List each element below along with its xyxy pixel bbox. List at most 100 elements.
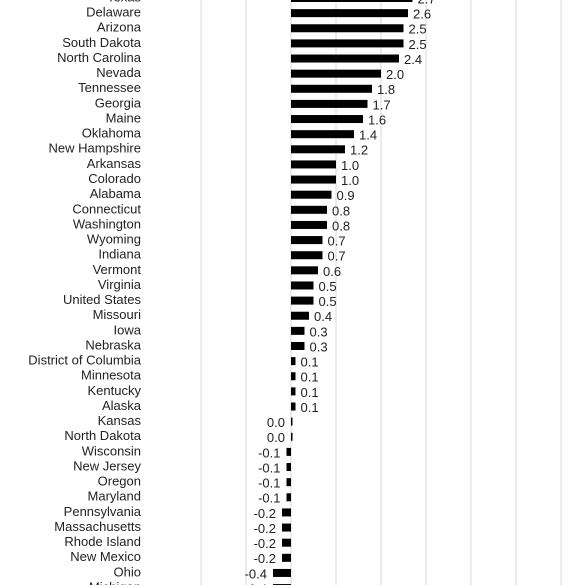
category-label: Washington xyxy=(73,216,141,231)
value-label: -0.4 xyxy=(245,566,267,581)
value-label: 0.3 xyxy=(310,324,328,339)
bar xyxy=(291,236,323,245)
bar xyxy=(291,251,323,260)
value-label: 2.5 xyxy=(409,37,427,52)
category-label: Oklahoma xyxy=(82,126,142,141)
category-label: Iowa xyxy=(114,322,142,337)
bar xyxy=(291,24,404,33)
category-label: South Dakota xyxy=(62,35,142,50)
bar xyxy=(291,341,305,350)
bar xyxy=(291,220,327,229)
value-label: -0.1 xyxy=(258,445,280,460)
category-label: Connecticut xyxy=(72,201,141,216)
bar xyxy=(282,508,291,517)
value-label: 0.7 xyxy=(328,249,346,264)
value-label: 1.8 xyxy=(377,82,395,97)
value-label: -0.1 xyxy=(258,491,280,506)
bar xyxy=(286,463,291,472)
value-label: -0.2 xyxy=(254,506,276,521)
category-label: Virginia xyxy=(98,277,142,292)
category-label: Alaska xyxy=(102,398,142,413)
bar xyxy=(282,523,291,532)
category-label: Indiana xyxy=(98,247,141,262)
category-label: Rhode Island xyxy=(64,534,141,549)
value-label: 1.0 xyxy=(341,173,359,188)
category-label: New Jersey xyxy=(73,458,141,473)
bar xyxy=(291,372,296,381)
category-label: Arizona xyxy=(97,20,142,35)
category-label: Maine xyxy=(106,110,141,125)
value-label: 0.6 xyxy=(323,264,341,279)
category-label: Nevada xyxy=(96,65,142,80)
value-label: -0.2 xyxy=(254,536,276,551)
category-label: United States xyxy=(63,292,142,307)
category-label: Minnesota xyxy=(81,368,142,383)
category-label: Michigan xyxy=(89,580,141,585)
category-label: Arkansas xyxy=(87,156,142,171)
value-label: 0.5 xyxy=(319,279,337,294)
bar xyxy=(286,493,291,502)
bar xyxy=(291,190,332,199)
category-label: New Mexico xyxy=(70,549,141,564)
value-label: -0.4 xyxy=(245,582,267,585)
category-label: Nebraska xyxy=(85,337,141,352)
value-label: 1.7 xyxy=(373,97,391,112)
category-label: Oregon xyxy=(98,474,141,489)
bar xyxy=(291,205,327,214)
bar xyxy=(291,432,293,441)
bar xyxy=(291,130,354,139)
bar xyxy=(291,9,408,18)
bar xyxy=(291,387,296,396)
bar xyxy=(291,326,305,335)
category-label: Delaware xyxy=(86,5,141,20)
value-label: -0.2 xyxy=(254,521,276,536)
bar xyxy=(291,115,363,124)
category-label: Missouri xyxy=(93,307,142,322)
value-label: 1.6 xyxy=(368,112,386,127)
category-label: Vermont xyxy=(93,262,142,277)
category-label: Kansas xyxy=(98,413,142,428)
value-label: -0.2 xyxy=(254,551,276,566)
value-label: -0.1 xyxy=(258,476,280,491)
category-label: Texas xyxy=(107,0,141,4)
value-label: 1.0 xyxy=(341,158,359,173)
value-label: 2.6 xyxy=(413,7,431,22)
category-label: Ohio xyxy=(114,564,141,579)
bar xyxy=(291,296,314,305)
bar xyxy=(291,145,345,154)
value-label: 1.4 xyxy=(359,128,377,143)
category-label: Maryland xyxy=(88,489,141,504)
value-label: 0.1 xyxy=(301,385,319,400)
value-label: 1.2 xyxy=(350,143,368,158)
value-label: 2.0 xyxy=(386,67,404,82)
value-label: 0.0 xyxy=(267,430,285,445)
value-label: 0.8 xyxy=(332,218,350,233)
value-label: 0.7 xyxy=(328,234,346,249)
bar xyxy=(286,447,291,456)
value-label: 0.5 xyxy=(319,294,337,309)
category-label: Colorado xyxy=(88,171,141,186)
bar xyxy=(291,69,381,78)
bar xyxy=(291,160,336,169)
value-label: -0.1 xyxy=(258,460,280,475)
category-label: District of Columbia xyxy=(28,353,141,368)
value-label: 2.7 xyxy=(418,0,436,6)
bar xyxy=(291,311,309,320)
bar xyxy=(286,478,291,487)
category-label: Tennessee xyxy=(78,80,141,95)
value-label: 0.1 xyxy=(301,370,319,385)
category-label: Kentucky xyxy=(88,383,142,398)
bar xyxy=(291,402,296,411)
value-label: 0.4 xyxy=(314,309,332,324)
bar xyxy=(291,175,336,184)
bar xyxy=(291,39,404,48)
bar xyxy=(291,281,314,290)
value-label: 2.5 xyxy=(409,22,427,37)
bar xyxy=(291,266,318,275)
category-label: North Carolina xyxy=(57,50,142,65)
category-label: Wisconsin xyxy=(82,443,141,458)
value-label: 0.0 xyxy=(267,415,285,430)
bar xyxy=(291,54,399,63)
